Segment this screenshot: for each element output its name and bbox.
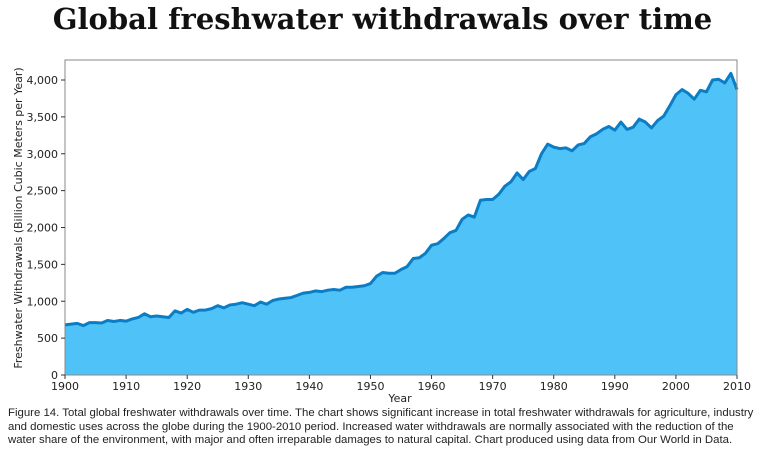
chart-title: Global freshwater withdrawals over time bbox=[52, 2, 713, 36]
y-tick-label: 0 bbox=[51, 369, 58, 382]
y-tick-label: 3,000 bbox=[27, 148, 59, 161]
y-tick-label: 2,500 bbox=[27, 185, 59, 198]
y-axis-label: Freshwater Withdrawals (Billion Cubic Me… bbox=[12, 67, 25, 368]
y-tick-label: 4,000 bbox=[27, 74, 59, 87]
x-tick-label: 1930 bbox=[234, 380, 262, 393]
area-chart: 05001,0001,5002,0002,5003,0003,5004,000 … bbox=[12, 59, 751, 405]
x-tick-label: 1970 bbox=[479, 380, 507, 393]
caption-text: Total global freshwater withdrawals over… bbox=[8, 407, 754, 446]
figure-caption: Figure 14. Total global freshwater withd… bbox=[8, 407, 758, 448]
x-tick-label: 1920 bbox=[173, 380, 201, 393]
x-tick-label: 2000 bbox=[662, 380, 690, 393]
x-tick-label: 1900 bbox=[51, 380, 79, 393]
x-tick-label: 1950 bbox=[356, 380, 384, 393]
plot-frame bbox=[64, 59, 738, 376]
x-tick-label: 1940 bbox=[295, 380, 323, 393]
y-tick-label: 500 bbox=[37, 332, 58, 345]
x-tick-label: 1990 bbox=[601, 380, 629, 393]
area-fill bbox=[65, 73, 737, 376]
series-line bbox=[64, 71, 739, 328]
y-tick-label: 1,500 bbox=[27, 258, 59, 271]
caption-label: Figure 14. bbox=[8, 407, 60, 419]
y-tick-label: 3,500 bbox=[27, 111, 59, 124]
y-tick-label: 1,000 bbox=[27, 295, 59, 308]
x-tick-label: 1980 bbox=[540, 380, 568, 393]
x-tick-label: 2010 bbox=[723, 380, 751, 393]
y-tick-label: 2,000 bbox=[27, 222, 59, 235]
x-tick-label: 1910 bbox=[112, 380, 140, 393]
x-tick-label: 1960 bbox=[418, 380, 446, 393]
x-axis-label: Year bbox=[387, 392, 412, 405]
